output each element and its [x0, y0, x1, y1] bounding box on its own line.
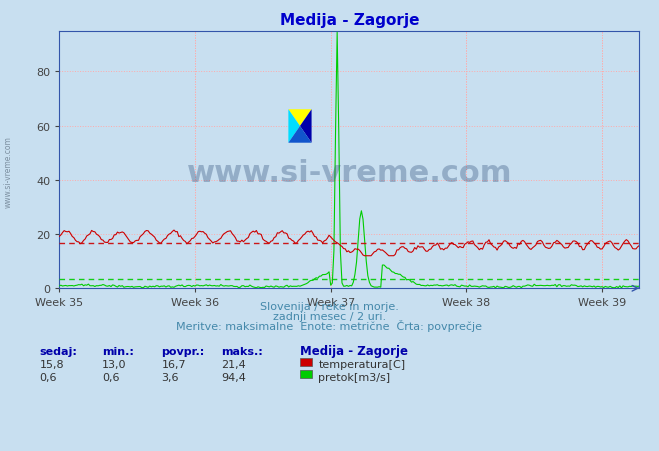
Text: Medija - Zagorje: Medija - Zagorje — [300, 344, 408, 357]
Text: 15,8: 15,8 — [40, 359, 64, 369]
Text: 13,0: 13,0 — [102, 359, 127, 369]
Text: www.si-vreme.com: www.si-vreme.com — [4, 135, 13, 207]
Text: Slovenija / reke in morje.: Slovenija / reke in morje. — [260, 301, 399, 311]
Text: sedaj:: sedaj: — [40, 346, 77, 356]
Text: Meritve: maksimalne  Enote: metrične  Črta: povprečje: Meritve: maksimalne Enote: metrične Črta… — [177, 320, 482, 331]
Title: Medija - Zagorje: Medija - Zagorje — [279, 13, 419, 28]
Polygon shape — [289, 110, 300, 143]
Text: 0,6: 0,6 — [40, 372, 57, 382]
Text: temperatura[C]: temperatura[C] — [318, 359, 405, 369]
Text: 3,6: 3,6 — [161, 372, 179, 382]
Polygon shape — [300, 110, 312, 143]
Text: pretok[m3/s]: pretok[m3/s] — [318, 372, 390, 382]
Text: 94,4: 94,4 — [221, 372, 246, 382]
Text: 21,4: 21,4 — [221, 359, 246, 369]
Polygon shape — [289, 110, 312, 127]
Text: zadnji mesec / 2 uri.: zadnji mesec / 2 uri. — [273, 311, 386, 321]
Polygon shape — [289, 127, 312, 143]
Text: www.si-vreme.com: www.si-vreme.com — [186, 158, 512, 188]
Text: 16,7: 16,7 — [161, 359, 186, 369]
Text: min.:: min.: — [102, 346, 134, 356]
Text: povpr.:: povpr.: — [161, 346, 205, 356]
Text: 0,6: 0,6 — [102, 372, 120, 382]
Text: maks.:: maks.: — [221, 346, 262, 356]
